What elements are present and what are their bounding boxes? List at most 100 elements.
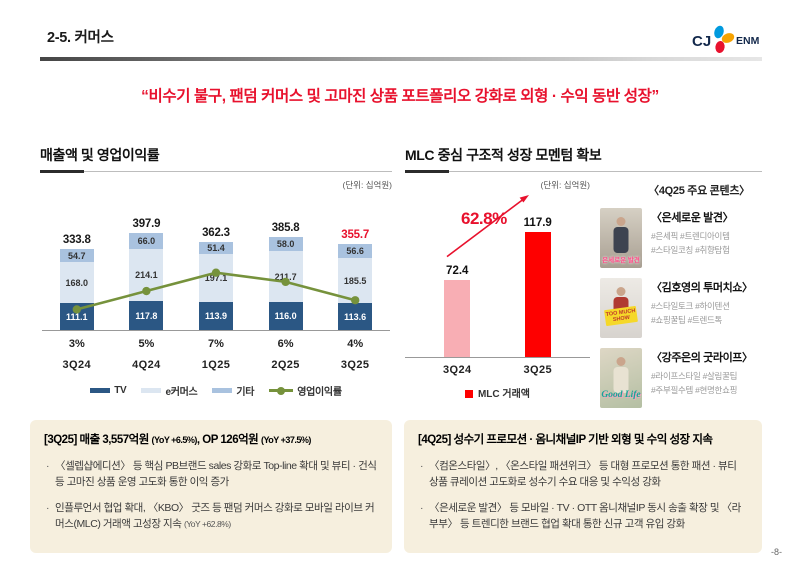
bar-segment-tv: 116.0 — [268, 302, 303, 330]
bar-total-label: 362.3 — [202, 227, 230, 239]
logo-petal-red — [715, 41, 725, 53]
segment-value: 211.7 — [274, 271, 297, 282]
mlc-bar-group-3q25: 117.9 — [498, 193, 579, 357]
bar-group-2q25: 385.8 58.0 211.7 116.0 — [251, 201, 321, 330]
mlc-bar-3q24 — [444, 280, 471, 357]
summary-box-title: [3Q25] 매출 3,557억원 (YoY +6.5%), OP 126억원 … — [44, 431, 378, 447]
axis-category: 2Q25 — [271, 359, 300, 371]
legend-line-swatch — [269, 386, 294, 395]
logo-petal-orange — [721, 33, 735, 43]
bar-segment-ecommerce: 197.1 — [198, 254, 233, 302]
bullet-text: 〈은세로운 발견〉 등 모바일 · TV · OTT 옴니채널IP 동시 송출 … — [429, 500, 748, 533]
legend-label: TV — [114, 385, 127, 396]
mlc-bar-group-3q24: 72.4 — [417, 193, 498, 357]
text-segment: 인플루언서 협업 확대, 〈KBO〉 굿즈 등 팬덤 커머스 강화로 모바일 라… — [55, 501, 375, 530]
legend-swatch-etc — [212, 388, 233, 393]
quarter-axis-row: 3Q24 4Q24 1Q25 2Q25 3Q25 — [42, 350, 390, 371]
legend-swatch-mlc — [464, 390, 473, 398]
segment-value: 116.0 — [274, 311, 297, 321]
legend-label: 기타 — [236, 387, 255, 398]
operating-margin-row: 3% 5% 7% 6% 4% — [42, 331, 390, 350]
page-number: -8- — [771, 547, 782, 557]
mlc-legend: MLC 거래액 — [405, 385, 590, 400]
summary-bullets: · 〈셀렙샵에디션〉 등 핵심 PB브랜드 sales 강화로 Top-line … — [44, 458, 378, 532]
legend-item-operating-margin: 영업이익률 — [269, 383, 342, 398]
header-divider — [40, 57, 762, 61]
content-thumbnail: TOO MUCH SHOW — [600, 278, 642, 338]
margin-value: 5% — [138, 338, 155, 350]
bar-segment-etc: 56.6 — [338, 244, 373, 258]
key-message: “비수기 불구, 팬덤 커머스 및 고마진 상품 포트폴리오 강화로 외형 · … — [141, 88, 659, 105]
content-title: 〈김호영의 투머치쇼〉 — [651, 282, 753, 294]
cjenm-logo-graphic: CJ ENM — [692, 25, 760, 53]
margin-value: 7% — [208, 338, 224, 350]
segment-value: 51.4 — [207, 243, 225, 253]
logo-petal-blue — [714, 25, 724, 39]
margin-value: 3% — [68, 338, 85, 350]
content-thumbnail: Good Life — [600, 348, 642, 408]
bullet-text: 〈셀렙샵에디션〉 등 핵심 PB브랜드 sales 강화로 Top-line 확… — [55, 458, 378, 491]
summary-box-title: [4Q25] 성수기 프로모션 · 옴니채널IP 기반 외형 및 수익 성장 지… — [418, 431, 748, 447]
summary-bullet: · 〈컴온스타일〉, 〈온스타일 패션위크〉 등 대형 프로모션 통한 패션 · … — [418, 458, 748, 491]
margin-value: 6% — [277, 338, 294, 350]
margin-value: 4% — [347, 338, 364, 350]
legend-line-dot — [277, 386, 286, 395]
unit-label: (단위: 십억원) — [540, 180, 591, 190]
text-segment: , OP 126억원 — [196, 434, 261, 446]
segment-value: 113.9 — [204, 311, 227, 321]
segment-value: 197.1 — [204, 273, 228, 283]
bar-segment-ecommerce: 185.5 — [338, 258, 373, 303]
revenue-chart: 333.8 54.7 168.0 111.1 397.9 66.0 214.1 … — [42, 201, 390, 331]
content-item: TOO MUCH SHOW 〈김호영의 투머치쇼〉 #스타일토크 #하이텐션 #… — [600, 278, 798, 338]
bar-segment-ecommerce: 211.7 — [268, 251, 303, 302]
bar-group-4q24: 397.9 66.0 214.1 117.8 — [112, 201, 182, 330]
content-item: 은세로운 발견 〈은세로운 발견〉 #은세픽 #트렌디아이템 #스타일코칭 #취… — [600, 208, 798, 268]
bullet-text: 〈컴온스타일〉, 〈온스타일 패션위크〉 등 대형 프로모션 통한 패션 · 뷰… — [429, 458, 748, 491]
bar-group-1q25: 362.3 51.4 197.1 113.9 — [181, 201, 251, 330]
content-hashtags: #라이프스타일 #살림꿀팁 — [651, 371, 738, 381]
bar-group-3q25: 355.7 56.6 185.5 113.6 — [320, 201, 390, 330]
mlc-axis-row: 3Q24 3Q25 — [405, 358, 590, 376]
summary-box-4q25: [4Q25] 성수기 프로모션 · 옴니채널IP 기반 외형 및 수익 성장 지… — [404, 420, 762, 553]
legend-swatch-ecommerce — [141, 388, 162, 393]
text-segment: [4Q25] 성수기 프로모션 · 옴니채널IP 기반 외형 및 수익 성장 지… — [418, 434, 713, 446]
unit-label: (단위: 십억원) — [342, 180, 393, 190]
legend-item-ecommerce: e커머스 — [141, 383, 198, 398]
bar-segment-etc: 51.4 — [198, 242, 233, 254]
bar-segment-etc: 54.7 — [59, 249, 94, 262]
section-title-underline — [40, 170, 392, 173]
legend-label: MLC 거래액 — [477, 389, 531, 400]
legend-item-etc: 기타 — [212, 383, 255, 398]
growth-arrow-icon — [446, 194, 529, 258]
axis-category: 3Q25 — [340, 359, 370, 371]
legend-swatch-tv — [90, 388, 111, 393]
text-segment: 〈은세로운 발견〉 등 모바일 · TV · OTT 옴니채널IP 동시 송출 … — [429, 501, 741, 530]
cjenm-logo: CJ ENM — [692, 21, 766, 57]
summary-bullet: · 〈은세로운 발견〉 등 모바일 · TV · OTT 옴니채널IP 동시 송출… — [418, 500, 748, 533]
segment-value: 113.6 — [344, 311, 367, 322]
content-title: 〈은세로운 발견〉 — [651, 212, 734, 224]
axis-category: 4Q24 — [132, 359, 161, 371]
bar-group-3q24: 333.8 54.7 168.0 111.1 — [42, 201, 112, 330]
content-hashtags: #스타일코칭 #취향탐험 — [651, 245, 730, 256]
content-item-text: 〈강주은의 굿라이프〉 #라이프스타일 #살림꿀팁 #주부필수템 #현명한쇼핑 — [651, 348, 753, 408]
bar-segment-tv: 113.6 — [338, 303, 373, 330]
thumbnail-caption: 은세로운 발견 — [602, 257, 640, 264]
legend-item-tv: TV — [90, 385, 127, 396]
mlc-bar-3q25 — [524, 232, 551, 357]
legend-label: 영업이익률 — [297, 387, 342, 398]
contents-panel: 〈4Q25 주요 콘텐츠〉 은세로운 발견 〈은세로운 발견〉 #은세픽 #트렌… — [600, 182, 798, 408]
text-segment: [3Q25] 매출 3,557억원 — [44, 434, 152, 446]
text-segment: (YoY +62.8%) — [183, 518, 231, 529]
person-figure — [612, 217, 630, 257]
content-hashtags: #쇼핑꿀팁 #트렌드톡 — [651, 315, 723, 326]
revenue-chart-legend: TV e커머스 기타 영업이익률 — [40, 383, 392, 398]
legend-label: e커머스 — [165, 387, 198, 398]
content-hashtags: #은세픽 #트렌디아이템 — [651, 231, 730, 241]
mlc-value-label: 117.9 — [523, 217, 552, 229]
segment-value: 56.6 — [346, 246, 364, 256]
mlc-section-title: MLC 중심 구조적 성장 모멘텀 확보 — [405, 147, 602, 163]
logo-enm-text: ENM — [736, 35, 760, 47]
text-segment: 〈컴온스타일〉, 〈온스타일 패션위크〉 등 대형 프로모션 통한 패션 · 뷰… — [429, 460, 737, 489]
segment-value: 185.5 — [343, 275, 367, 286]
